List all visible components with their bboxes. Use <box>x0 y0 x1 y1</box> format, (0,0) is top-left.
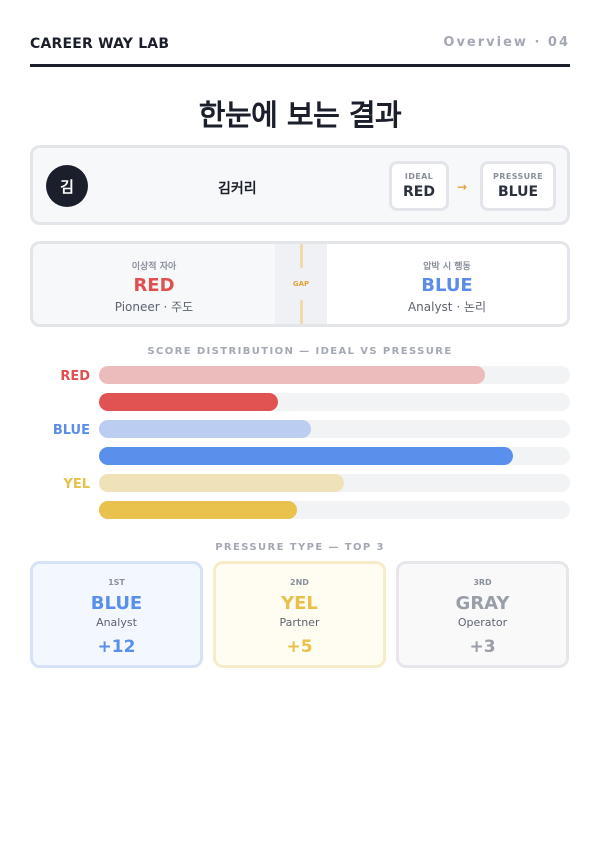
compare-card: 이상적 자아 RED Pioneer · 주도 GAP 압박 시 행동 BLUE… <box>30 241 570 327</box>
type-score: +5 <box>286 637 313 657</box>
chart-bar-ideal-yel <box>99 474 344 492</box>
type-score: +12 <box>97 637 136 657</box>
ideal-self-sub: Pioneer · 주도 <box>114 300 194 314</box>
pressure-type-card: 3RD GRAY Operator +3 <box>396 561 569 668</box>
chart-bar-ideal-blue <box>99 420 311 438</box>
profile-card: 김 김커리 IDEAL RED → PRESSURE BLUE <box>30 145 570 225</box>
chart-bar-track <box>99 474 570 492</box>
gap-label: GAP <box>292 280 310 288</box>
ideal-label: IDEAL <box>404 172 434 181</box>
type-rank: 2ND <box>290 578 309 587</box>
pressure-behavior-label: 압박 시 행동 <box>423 262 471 272</box>
chart-category-label: BLUE <box>52 423 90 438</box>
pressure-label: PRESSURE <box>493 172 543 181</box>
page-header: CAREER WAY LAB Overview · 04 <box>30 33 570 67</box>
ideal-value: RED <box>403 184 435 200</box>
chart-title: SCORE DISTRIBUTION — IDEAL VS PRESSURE <box>147 346 453 357</box>
type-role: Partner <box>279 616 320 629</box>
pressure-type-card: 2ND YEL Partner +5 <box>213 561 386 668</box>
type-rank: 1ST <box>108 578 125 587</box>
pressure-type-box: PRESSURE BLUE <box>480 161 556 211</box>
arrow-right-icon: → <box>457 180 468 194</box>
type-name: BLUE <box>90 593 143 614</box>
ideal-self-value: RED <box>133 275 175 296</box>
chart-category-label: YEL <box>63 477 90 492</box>
chart-bar-pressure-blue <box>99 447 513 465</box>
pressure-value: BLUE <box>497 184 539 200</box>
chart-bar-pressure-red <box>99 393 278 411</box>
chart-bar-track <box>99 366 570 384</box>
ideal-type-box: IDEAL RED <box>389 161 449 211</box>
type-name: YEL <box>281 593 318 614</box>
chart-bar-ideal-red <box>99 366 485 384</box>
chart-bar-track <box>99 447 570 465</box>
person-name: 김커리 <box>218 181 257 197</box>
type-role: Analyst <box>96 616 137 629</box>
type-rank: 3RD <box>473 578 492 587</box>
avatar: 김 <box>46 165 88 207</box>
ideal-self-label: 이상적 자아 <box>131 262 177 272</box>
pressure-behavior-sub: Analyst · 논리 <box>407 300 487 314</box>
pressure-behavior-value: BLUE <box>421 275 473 296</box>
chart-category-label: RED <box>60 369 90 384</box>
pressure-behavior-panel: 압박 시 행동 BLUE Analyst · 논리 <box>327 244 567 324</box>
brand-name: CAREER WAY LAB <box>30 36 170 52</box>
chart-bar-track <box>99 501 570 519</box>
page-tag: Overview · 04 <box>443 35 570 50</box>
pressure-type-card: 1ST BLUE Analyst +12 <box>30 561 203 668</box>
gap-line-bottom <box>300 300 303 324</box>
page-title: 한눈에 보는 결과 <box>198 98 402 132</box>
gap-line-top <box>300 244 303 268</box>
gap-divider: GAP <box>275 244 327 324</box>
type-role: Operator <box>457 616 508 629</box>
chart-bar-track <box>99 420 570 438</box>
top3-title: PRESSURE TYPE — TOP 3 <box>215 542 385 553</box>
type-name: GRAY <box>455 593 510 614</box>
chart-bar-track <box>99 393 570 411</box>
ideal-self-panel: 이상적 자아 RED Pioneer · 주도 <box>33 244 275 324</box>
chart-bar-pressure-yel <box>99 501 297 519</box>
type-score: +3 <box>469 637 496 657</box>
